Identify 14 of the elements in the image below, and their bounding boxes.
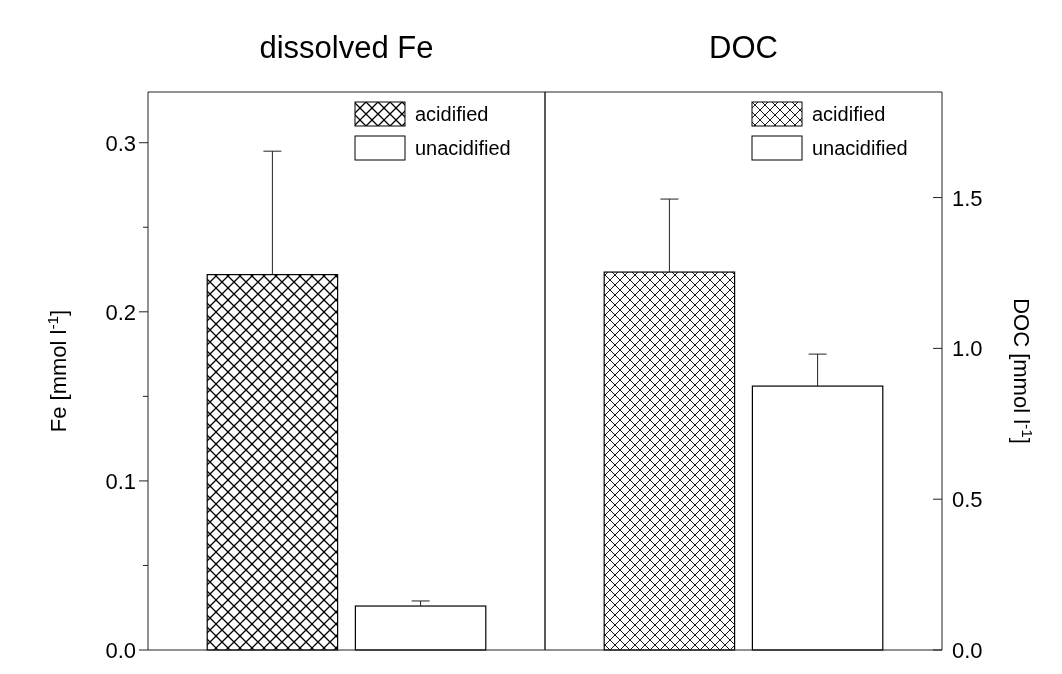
y-tick-label: 1.0 xyxy=(952,336,983,362)
y-tick-label: 0.0 xyxy=(105,638,136,663)
y-tick-label: 1.5 xyxy=(952,185,983,211)
y-tick-label: 0.5 xyxy=(952,487,983,513)
legend-label: acidified xyxy=(812,103,886,125)
y-tick-label: 0.2 xyxy=(105,299,136,325)
legend-label: unacidified xyxy=(812,137,908,159)
y-tick-label: 0.0 xyxy=(952,638,983,663)
chart-title: dissolved Fe xyxy=(259,30,434,65)
y-tick-label: 0.1 xyxy=(105,468,136,494)
chart-title: DOC xyxy=(709,30,778,65)
y-tick-label: 0.3 xyxy=(105,130,136,156)
legend-label: unacidified xyxy=(415,137,511,159)
legend-label: acidified xyxy=(415,103,489,125)
